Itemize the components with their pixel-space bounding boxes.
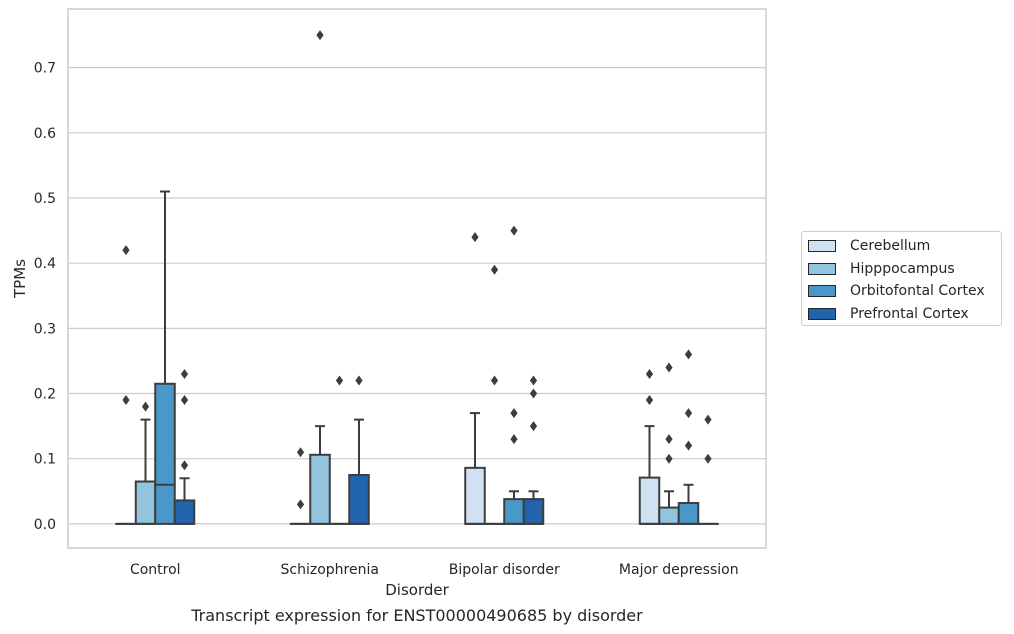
box-cerebellum xyxy=(464,232,486,525)
outlier-point xyxy=(180,368,189,379)
legend-swatch xyxy=(808,262,836,275)
outlier-point xyxy=(684,440,693,451)
outlier-point xyxy=(665,453,673,464)
outlier-point xyxy=(645,368,654,379)
box-prefrontal-cortex xyxy=(697,414,719,525)
outlier-point xyxy=(529,421,538,432)
outlier-point xyxy=(665,362,673,373)
box-body xyxy=(522,498,545,525)
y-tick-label: 0.7 xyxy=(34,61,56,77)
gridlines xyxy=(68,67,766,525)
outlier-point xyxy=(704,453,712,464)
y-tick-label: 0.0 xyxy=(34,517,56,533)
box-body xyxy=(348,474,370,525)
y-tick-label: 0.2 xyxy=(34,387,56,403)
outlier-point xyxy=(490,375,499,386)
x-tick-label: Control xyxy=(130,562,181,578)
box-orbitofontal-cortex xyxy=(328,375,351,525)
legend-swatch xyxy=(808,308,836,321)
legend-swatch xyxy=(808,240,836,253)
legend-item: Orbitofontal Cortex xyxy=(808,280,1001,303)
outlier-point xyxy=(180,460,189,471)
outlier-point xyxy=(510,225,518,236)
outlier-point xyxy=(471,232,479,243)
box-body xyxy=(677,502,700,525)
x-axis-label: Disorder xyxy=(385,581,449,599)
outlier-point xyxy=(529,388,538,399)
y-tick-label: 0.5 xyxy=(34,191,56,207)
box-body xyxy=(503,498,525,525)
outlier-point xyxy=(490,264,499,275)
box-hipppocampus xyxy=(658,362,680,525)
y-axis-label: TPMs xyxy=(11,259,29,299)
box-prefrontal-cortex xyxy=(173,368,196,525)
x-tick-label: Bipolar disorder xyxy=(449,562,560,578)
x-tick-label: Major depression xyxy=(619,562,739,578)
chart-legend: Cerebellum Hipppocampus Orbitofontal Corte… xyxy=(801,231,1002,326)
box-body xyxy=(173,499,196,525)
x-tick-label: Schizophrenia xyxy=(281,562,379,578)
outlier-point xyxy=(296,447,305,458)
outlier-point xyxy=(684,408,693,419)
y-tick-label: 0.6 xyxy=(34,126,56,142)
outlier-point xyxy=(335,375,344,386)
legend-item: Hipppocampus xyxy=(808,258,1001,281)
box-body xyxy=(464,466,486,525)
box-body xyxy=(638,476,661,525)
box-body xyxy=(134,480,157,525)
box-orbitofontal-cortex xyxy=(503,225,525,525)
outlier-point xyxy=(296,499,305,510)
outlier-point xyxy=(316,30,324,41)
legend-item: Cerebellum xyxy=(808,235,1001,258)
figure-caption: Transcript expression for ENST0000049068… xyxy=(191,606,643,625)
box-body xyxy=(154,382,176,525)
y-tick-label: 0.3 xyxy=(34,321,56,337)
outlier-point xyxy=(122,245,130,256)
y-tick-label: 0.1 xyxy=(34,452,56,468)
outlier-point xyxy=(355,375,363,386)
box-prefrontal-cortex xyxy=(348,375,370,525)
box-cerebellum xyxy=(115,245,137,525)
outlier-point xyxy=(180,395,189,406)
box-orbitofontal-cortex xyxy=(154,190,176,525)
outlier-point xyxy=(529,375,538,386)
box-body xyxy=(658,506,680,525)
box-prefrontal-cortex xyxy=(522,375,545,525)
outlier-point xyxy=(122,395,130,406)
outlier-point xyxy=(510,408,518,419)
box-hipppocampus xyxy=(134,401,157,525)
box-cerebellum xyxy=(289,447,312,525)
box-body xyxy=(309,453,331,525)
outlier-point xyxy=(141,401,150,412)
outlier-point xyxy=(704,414,712,425)
outlier-point xyxy=(645,395,654,406)
legend-item: Prefrontal Cortex xyxy=(808,303,1001,326)
outlier-point xyxy=(684,349,693,360)
legend-swatch xyxy=(808,285,836,298)
box-cerebellum xyxy=(638,368,661,525)
legend-label: Cerebellum xyxy=(850,238,931,255)
box-hipppocampus xyxy=(483,264,506,525)
legend-label: Prefrontal Cortex xyxy=(850,306,969,323)
outlier-point xyxy=(510,434,518,445)
y-axis-ticks: 0.0 0.1 0.2 0.3 0.4 0.5 0.6 0.7 xyxy=(34,61,56,533)
plot-area-frame xyxy=(67,8,767,549)
box-orbitofontal-cortex xyxy=(677,349,700,525)
box-hipppocampus xyxy=(309,30,331,525)
box-series xyxy=(115,30,719,525)
y-tick-label: 0.4 xyxy=(34,256,56,272)
outlier-point xyxy=(665,434,673,445)
legend-label: Hipppocampus xyxy=(850,260,955,277)
x-axis-ticks: Control Schizophrenia Bipolar disorder Majo… xyxy=(130,562,739,578)
legend-label: Orbitofontal Cortex xyxy=(850,283,985,300)
